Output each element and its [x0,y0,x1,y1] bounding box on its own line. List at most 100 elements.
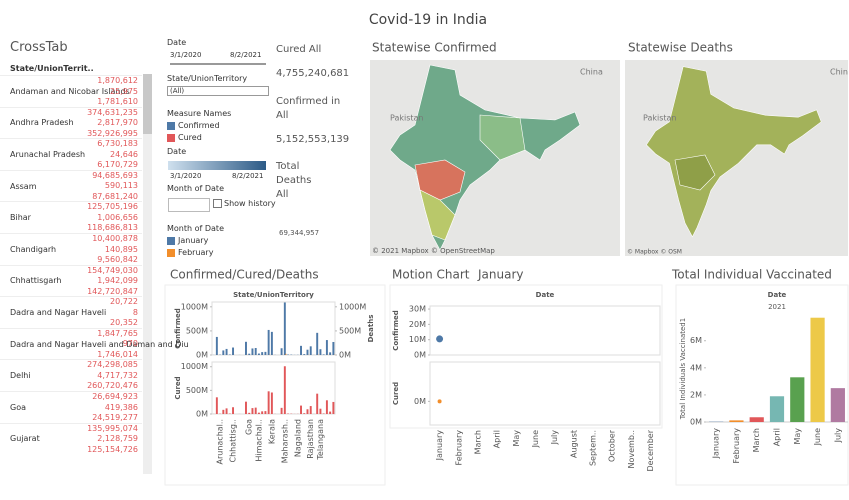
row-name: Andaman and Nicobar Islands [10,86,130,96]
row-value: 1,746,014 [97,349,138,359]
row-value: 1,942,099 [97,276,138,286]
row-name: Arunachal Pradesh [10,149,86,159]
history-toggle[interactable]: Show history [213,199,276,208]
y-tick-label: 500M [186,326,208,335]
bar [257,353,260,355]
bar [325,340,328,355]
row-value: 26,694,923 [92,392,138,401]
play-controls[interactable] [168,198,210,212]
map-credit: © 2021 Mapbox © OpenStreetMap [372,247,495,255]
legend-label: February [178,248,214,257]
crosstab-row: Chhattisgarh 154,749,030 1,942,099 142,720,… [0,264,142,298]
bar [261,352,264,355]
bar [261,411,264,414]
legend-item: January [167,236,213,248]
bar [325,400,328,414]
bar [316,393,319,414]
x-tick-label: July [550,430,559,446]
row-values: 135,995,074 2,128,759 125,154,726 [87,424,138,456]
map-title: Statewise Confirmed [372,41,497,55]
legend-value: 3/1/2020 [170,172,202,180]
bar [283,366,286,414]
x-tick-label: July [833,428,842,444]
scrollbar-thumb[interactable] [143,74,152,134]
axis-title: Deaths [367,315,375,343]
row-value: 6,170,729 [97,160,138,170]
row-name: Dadra and Nagar Haveli [10,307,107,317]
row-value: 2,128,759 [97,434,138,444]
kpi-label: Confirmed in All [276,96,341,121]
map-region [479,114,526,161]
y-tick-label: 1000M [181,302,208,311]
x-tick-label: June [531,430,540,449]
kpi-value: 69,344,957 [279,229,320,237]
crosstab-row: Gujarat 135,995,074 2,128,759 125,154,726 [0,422,142,456]
kpi-value: 4,755,240,681 [276,68,350,79]
point [437,399,442,404]
crosstab-row: Andhra Pradesh 374,631,235 2,817,970 352,92… [0,106,142,140]
chart-frame [675,284,849,486]
map-credit: © Mapbox © OSM [627,249,682,256]
bar [225,408,228,414]
row-name: Chandigarh [10,244,57,254]
legend-item: February [167,248,213,260]
bar [232,347,235,355]
kpi-label: Total Deaths All [276,161,312,200]
chart-subheader: 2021 [768,303,786,311]
chart-frame [389,284,663,429]
bar [309,406,312,414]
month-legend: January February [167,236,213,260]
crosstab-title: CrossTab [10,40,68,55]
row-value: 125,154,726 [87,444,138,454]
bar [316,332,319,355]
bar [257,412,260,414]
legend-swatch [167,121,175,130]
x-tick-label: October [608,429,617,462]
row-value: 260,720,476 [87,381,138,391]
legend-swatch [167,236,175,245]
x-tick-label: January [435,430,444,462]
bar [280,348,283,355]
row-value: 20,352 [110,318,138,328]
chart-title: Motion Chart [392,268,470,282]
row-values: 10,400,878 140,895 9,560,842 [92,234,138,266]
bar [264,411,267,414]
panel-frame [429,361,661,426]
y-tick-label: 1000M [339,302,366,311]
row-name: Chhattisgarh [10,276,62,286]
axis-title: Cured [174,376,182,399]
chart-title: Total Individual Vaccinated [671,268,832,282]
legend-label: January [178,236,209,245]
row-value: 154,749,030 [87,265,138,275]
y-tick-label: 30M [409,305,426,314]
bar [270,331,273,355]
row-name: Delhi [10,371,31,381]
crosstab-row: Goa 26,694,923 419,386 24,519,277 [0,391,142,424]
bar [790,377,805,422]
row-value: 374,631,235 [87,107,138,117]
filter-value: 3/1/2020 [170,51,202,59]
bar [222,350,225,355]
panel-frame [429,305,661,356]
legend-title: Month of Date [167,224,224,233]
y-tick-label: 2M [690,390,702,399]
x-tick-label: Septem.. [588,430,597,466]
scrollbar[interactable] [143,74,152,474]
bar [251,408,254,414]
x-tick-label: August [569,430,578,458]
date-slider[interactable] [170,63,266,65]
row-value: 140,895 [104,244,138,254]
panel-frame [211,361,336,415]
crosstab-row: Bihar 125,705,196 1,006,656 118,686,813 [0,201,142,234]
bar [749,417,764,422]
chart-frame [164,284,386,486]
legend-label: Cured [178,133,202,142]
row-values: 26,694,923 419,386 24,519,277 [92,392,138,424]
map-title: Statewise Deaths [628,41,733,55]
bar [830,388,845,422]
legend-swatch [167,133,175,142]
state-dropdown[interactable]: (All) [167,86,269,96]
y-tick-label: 1000M [181,362,208,371]
